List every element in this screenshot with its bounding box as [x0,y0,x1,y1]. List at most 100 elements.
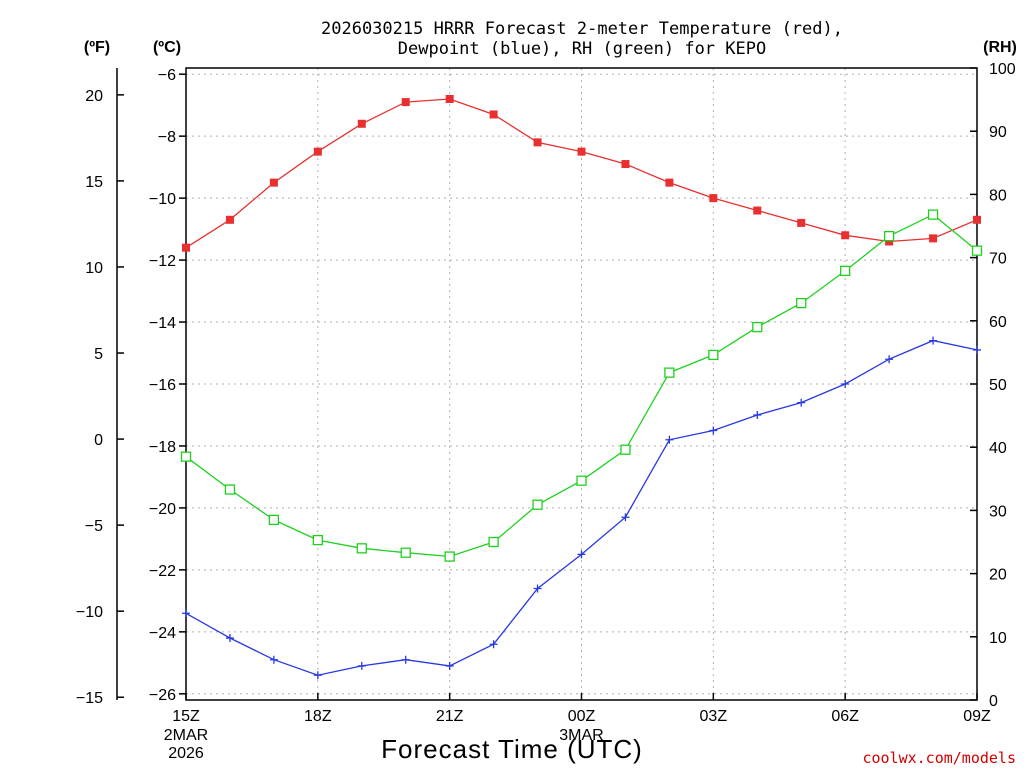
celsius-unit-label: (ºC) [153,39,181,56]
dewpoint-point [445,661,454,670]
temperature-point [665,178,674,187]
x-date-label: 2026 [168,745,204,762]
fahrenheit-tick-label: −15 [76,690,103,707]
temperature-point [885,237,894,246]
temperature-point [973,215,981,224]
dewpoint-point [577,550,586,559]
celsius-tick-label: −16 [149,377,176,394]
celsius-tick-label: −6 [158,67,176,84]
rh-point [532,499,543,510]
rh-point [708,349,719,361]
rh-tick-label: 60 [989,314,1007,331]
temperature-point [577,147,586,156]
rh-point [312,534,323,546]
fahrenheit-tick-label: 10 [85,260,103,277]
rh-point [488,536,499,548]
rh-tick-label: 40 [989,440,1007,457]
chart-title-line1: 2026030215 HRRR Forecast 2-meter Tempera… [321,19,843,39]
rh-point [180,451,192,462]
temperature-point [797,218,806,227]
rh-point [356,543,367,554]
rh-tick-label: 0 [989,693,998,710]
rh-point [883,230,895,242]
temperature-point [225,215,234,224]
dewpoint-point [753,410,762,419]
fahrenheit-tick-label: −10 [76,604,103,621]
celsius-tick-label: −26 [149,687,176,704]
fahrenheit-tick-label: 0 [94,432,103,449]
rh-point [971,245,983,256]
x-tick-label: 18Z [304,708,332,725]
fahrenheit-tick-label: 5 [94,346,103,363]
x-tick-label: 09Z [963,708,991,725]
x-tick-label: 21Z [436,708,464,725]
temperature-point [841,231,850,240]
celsius-tick-label: −14 [149,315,176,332]
x-tick-label: 03Z [700,708,728,725]
dewpoint-point [929,336,938,345]
rh-point [752,321,763,333]
x-tick-label: 15Z [172,708,200,725]
dewpoint-point [225,634,234,643]
rh-point [576,475,587,486]
dewpoint-point [665,435,674,444]
rh-tick-label: 100 [989,61,1016,78]
rh-tick-label: 50 [989,377,1007,394]
rh-tick-label: 10 [989,630,1007,647]
celsius-tick-label: −8 [158,129,176,146]
temperature-point [445,94,454,103]
rh-tick-label: 20 [989,567,1007,584]
dewpoint-point [973,345,981,354]
celsius-tick-label: −22 [149,563,176,580]
temperature-point [313,147,322,156]
rh-tick-label: 30 [989,503,1007,520]
rh-point [840,265,851,277]
dewpoint-point [313,671,322,680]
fahrenheit-tick-label: −5 [85,518,103,535]
x-date-label: 2MAR [164,727,208,744]
x-date-label: 3MAR [559,727,603,744]
temperature-point [182,243,190,252]
source-credit: coolwx.com/models [862,749,1016,767]
temperature-point [621,160,630,169]
celsius-tick-label: −20 [149,501,176,518]
celsius-tick-label: −10 [149,191,176,208]
celsius-tick-label: −24 [149,625,176,642]
temperature-point [533,138,542,147]
temperature-point [753,206,762,215]
dewpoint-point [401,655,410,664]
dewpoint-point [533,584,542,593]
dewpoint-point [182,609,190,618]
dewpoint-point [269,655,278,664]
celsius-tick-label: −12 [149,253,176,270]
dewpoint-point [885,355,894,364]
fahrenheit-tick-label: 20 [85,88,103,105]
dewpoint-point [621,513,630,522]
rh-point [796,297,807,309]
temperature-point [269,178,278,187]
rh-unit-label: (RH) [983,39,1017,56]
dewpoint-point [709,426,718,435]
temperature-point [357,119,366,128]
rh-point [664,367,675,378]
x-axis-label: Forecast Time (UTC) [381,734,643,764]
dewpoint-point [489,640,498,649]
rh-point [927,209,939,220]
celsius-tick-label: −18 [149,439,176,456]
rh-point [224,484,236,495]
fahrenheit-tick-label: 15 [85,174,103,191]
axes-ticks: −6−8−10−12−14−16−18−20−22−24−2620151050−… [76,61,1016,762]
rh-point [400,547,411,558]
temperature-point [401,98,410,107]
rh-tick-label: 90 [989,124,1007,141]
data-series [180,94,983,680]
fahrenheit-unit-label: (ºF) [84,39,110,56]
rh-point [268,514,280,526]
chart-title-line2: Dewpoint (blue), RH (green) for KEPO [398,39,766,59]
x-tick-label: 00Z [568,708,596,725]
temperature-point [489,110,498,119]
rh-tick-label: 70 [989,251,1007,268]
dewpoint-point [841,380,850,388]
temperature-point [929,234,938,243]
